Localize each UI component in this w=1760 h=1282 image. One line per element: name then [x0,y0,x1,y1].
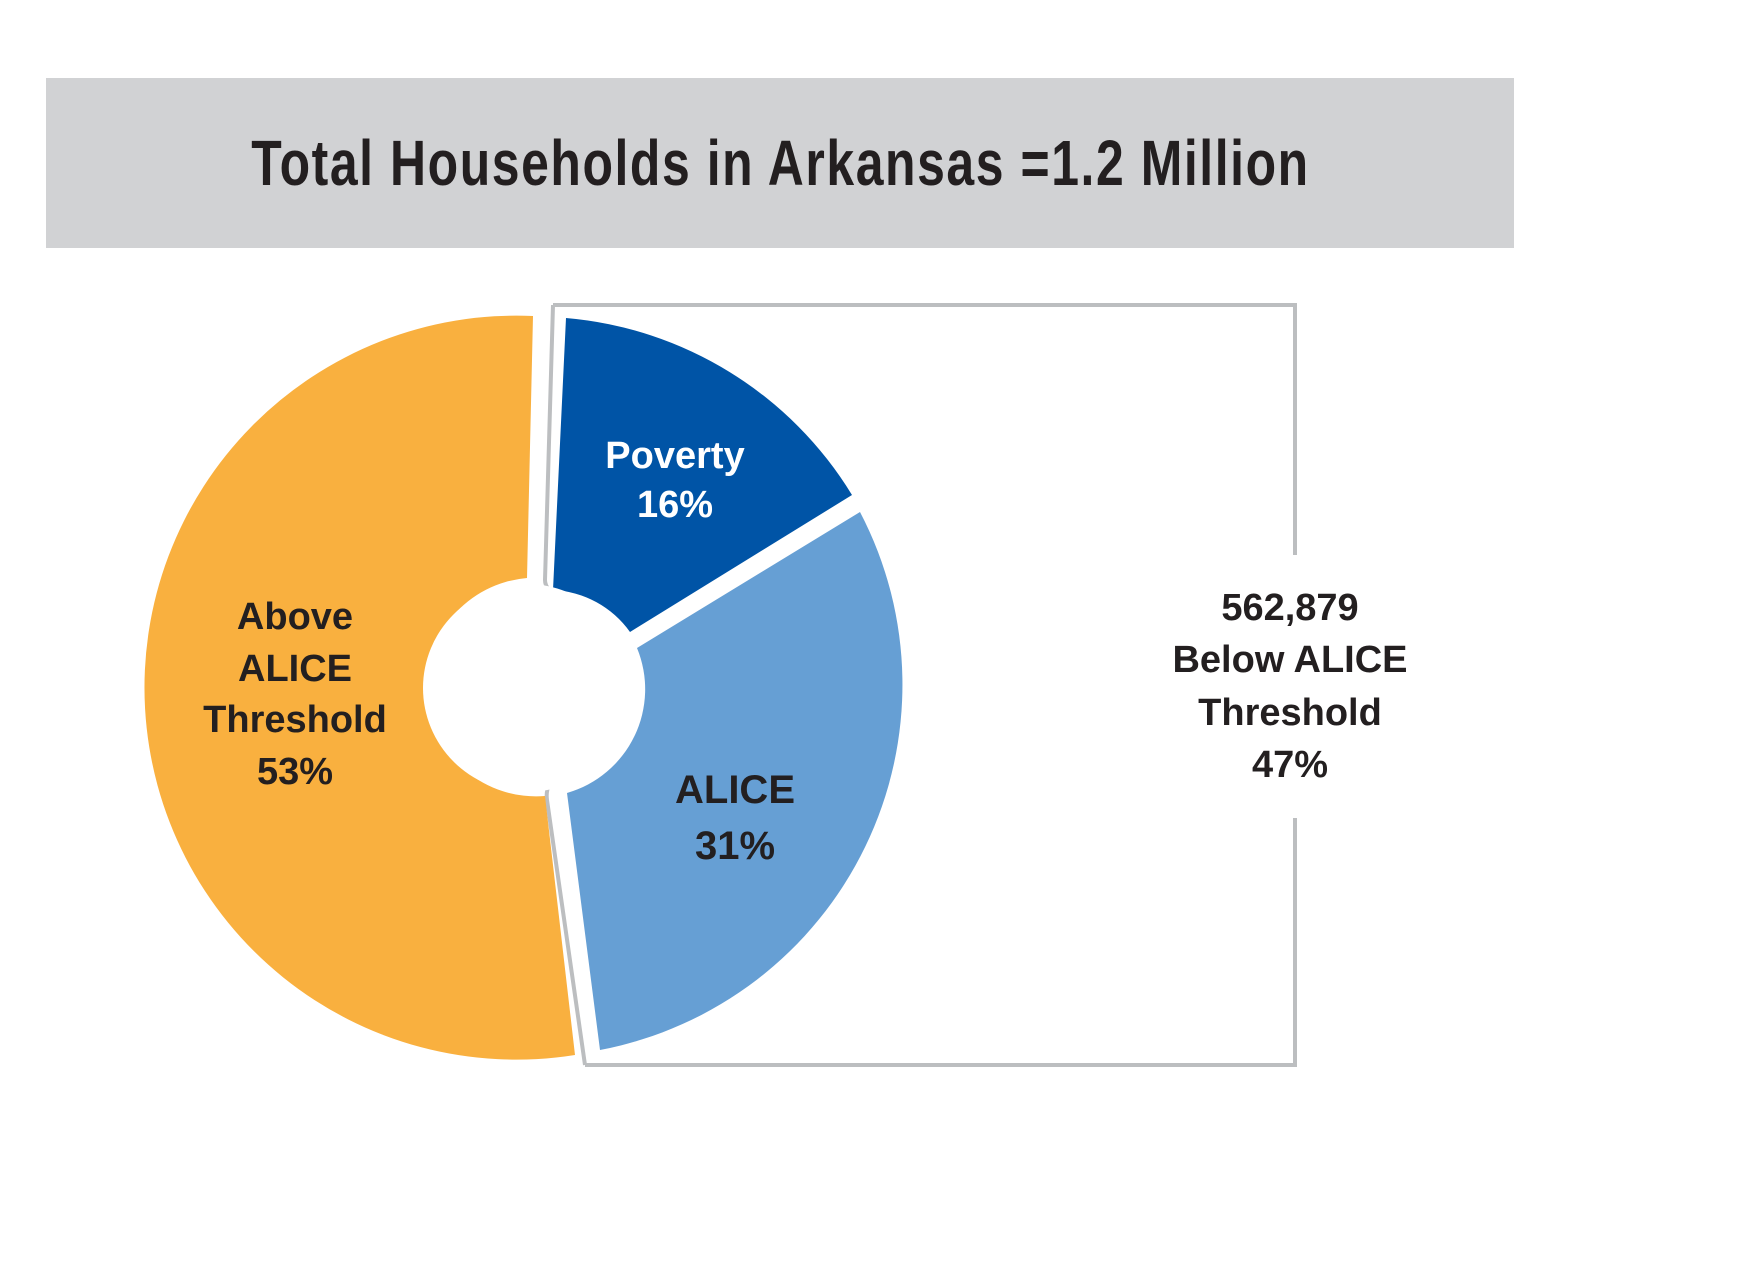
below-line2: Threshold [1198,691,1382,734]
below-line1: Below ALICE [1172,639,1408,682]
below-value: 47% [1251,744,1329,787]
label-above-line2: ALICE [238,647,352,690]
label-poverty-name: Poverty [605,435,745,477]
slice-poverty[interactable] [553,318,852,632]
label-alice-value: 31% [694,824,776,868]
label-alice-name: ALICE [675,768,795,812]
label-poverty: Poverty 16% [560,432,790,529]
slice-above-alice[interactable] [144,315,575,1060]
below-count: 562,879 [1221,587,1359,629]
chart-title: Total Households in Arkansas =1.2 Millio… [250,127,1310,199]
chart-title-bar: Total Households in Arkansas =1.2 Millio… [46,78,1514,248]
label-above-value: 53% [256,751,334,794]
label-below-alice-summary: 562,879 Below ALICE Threshold 47% [1130,582,1450,792]
label-above-line3: Threshold [203,699,387,742]
label-poverty-value: 16% [636,483,714,526]
label-above-alice: Above ALICE Threshold 53% [170,592,420,799]
below-alice-bracket [553,303,1297,1067]
label-above-line1: Above [236,596,354,638]
label-alice: ALICE 31% [620,762,850,874]
donut-hole [423,584,631,792]
slice-alice[interactable] [567,512,903,1050]
